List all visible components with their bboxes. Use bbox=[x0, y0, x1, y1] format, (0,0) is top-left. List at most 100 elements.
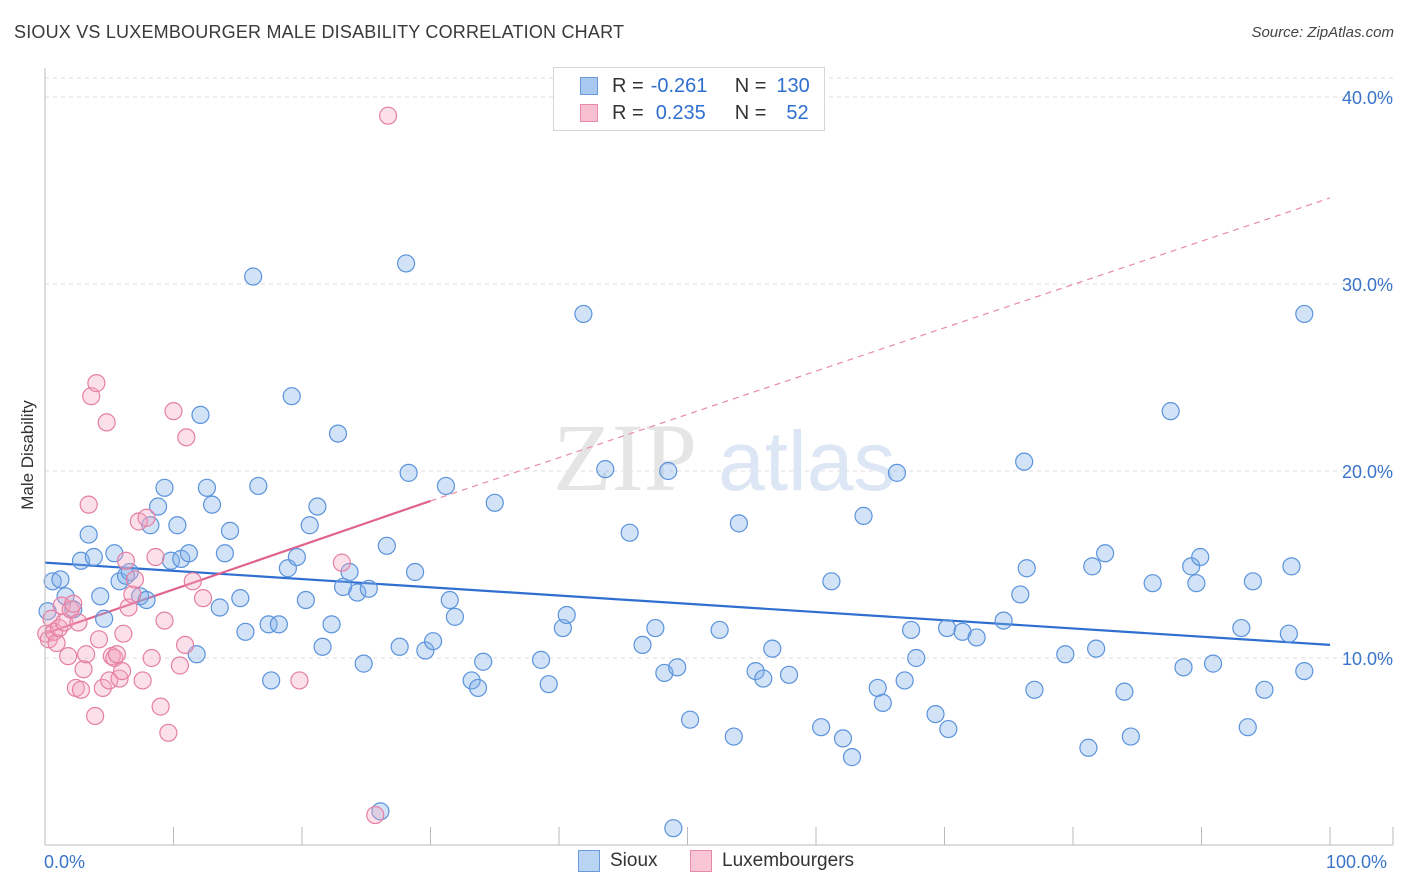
point-sioux bbox=[95, 609, 114, 628]
point-sioux bbox=[854, 506, 873, 525]
point-sioux bbox=[926, 704, 945, 724]
point-sioux bbox=[405, 562, 425, 582]
point-sioux bbox=[633, 635, 652, 655]
point-sioux bbox=[1056, 645, 1075, 664]
point-sioux bbox=[1232, 618, 1251, 638]
point-sioux bbox=[269, 615, 288, 634]
point-sioux bbox=[197, 478, 217, 497]
point-luxembourgers bbox=[50, 618, 69, 638]
point-sioux bbox=[724, 727, 743, 746]
point-luxembourgers bbox=[378, 106, 398, 125]
series-legend-luxembourgers[interactable]: Luxembourgers bbox=[690, 850, 854, 872]
chart-title: SIOUX VS LUXEMBOURGER MALE DISABILITY CO… bbox=[14, 22, 625, 42]
point-luxembourgers bbox=[125, 570, 145, 589]
point-luxembourgers bbox=[183, 572, 202, 591]
point-luxembourgers bbox=[170, 656, 190, 675]
correlation-legend: R = -0.261 N = 130 R = 0.235 N = 52 bbox=[553, 67, 825, 131]
y-tick-label: 20.0% bbox=[1342, 462, 1393, 482]
point-sioux bbox=[539, 675, 558, 694]
point-luxembourgers bbox=[69, 613, 88, 632]
point-sioux bbox=[907, 648, 926, 668]
point-luxembourgers bbox=[107, 645, 127, 664]
point-sioux bbox=[1011, 585, 1030, 604]
point-luxembourgers bbox=[79, 495, 98, 514]
point-luxembourgers bbox=[114, 624, 133, 643]
point-sioux bbox=[51, 570, 70, 589]
x-tick-label-min: 0.0% bbox=[44, 852, 86, 872]
watermark-atlas: atlas bbox=[718, 414, 895, 508]
x-tick-label-max: 100.0% bbox=[1326, 852, 1388, 872]
point-sioux bbox=[249, 476, 268, 496]
point-luxembourgers bbox=[116, 551, 136, 570]
point-luxembourgers bbox=[146, 547, 165, 567]
point-sioux bbox=[557, 605, 576, 625]
legend-row-sioux: R = -0.261 N = 130 bbox=[580, 74, 810, 98]
point-luxembourgers bbox=[87, 374, 106, 393]
point-sioux bbox=[1238, 718, 1257, 737]
point-sioux bbox=[179, 544, 199, 563]
point-luxembourgers bbox=[93, 678, 112, 698]
point-sioux bbox=[873, 693, 892, 712]
point-sioux bbox=[1083, 557, 1102, 576]
point-sioux bbox=[91, 587, 110, 606]
point-sioux bbox=[296, 590, 315, 610]
point-luxembourgers bbox=[164, 402, 183, 421]
point-luxembourgers bbox=[71, 680, 91, 699]
point-luxembourgers bbox=[151, 697, 170, 716]
point-sioux bbox=[313, 637, 332, 656]
point-sioux bbox=[574, 304, 593, 324]
y-tick-label: 30.0% bbox=[1342, 275, 1393, 295]
series-swatch-luxembourgers bbox=[690, 850, 712, 872]
legend-n-label: N = bbox=[734, 101, 767, 124]
point-sioux bbox=[1087, 639, 1106, 658]
point-sioux bbox=[901, 620, 921, 640]
point-sioux bbox=[596, 460, 615, 479]
point-sioux bbox=[474, 652, 493, 671]
point-sioux bbox=[1279, 624, 1298, 643]
point-luxembourgers bbox=[97, 413, 116, 432]
point-sioux bbox=[1161, 402, 1180, 421]
point-luxembourgers bbox=[55, 613, 74, 632]
point-sioux bbox=[262, 671, 281, 690]
legend-n-value: 130 bbox=[776, 74, 810, 97]
point-sioux bbox=[396, 254, 416, 273]
point-sioux bbox=[729, 514, 749, 533]
source-label: Source: ZipAtlas.com bbox=[1251, 24, 1394, 41]
point-sioux bbox=[939, 719, 958, 739]
legend-swatch-luxembourgers bbox=[580, 104, 598, 122]
point-sioux bbox=[191, 405, 210, 424]
point-sioux bbox=[485, 493, 504, 512]
point-sioux bbox=[348, 583, 367, 602]
legend-r-label: R = bbox=[612, 101, 644, 124]
point-sioux bbox=[416, 641, 435, 660]
point-sioux bbox=[646, 618, 665, 638]
point-sioux bbox=[1295, 661, 1314, 681]
point-sioux bbox=[1187, 574, 1206, 593]
legend-n-label: N = bbox=[734, 74, 767, 97]
point-luxembourgers bbox=[123, 585, 142, 604]
point-sioux bbox=[282, 387, 301, 406]
point-sioux bbox=[440, 590, 459, 610]
point-sioux bbox=[436, 476, 456, 496]
point-sioux bbox=[155, 478, 174, 497]
point-sioux bbox=[710, 620, 729, 640]
series-swatch-sioux bbox=[578, 850, 600, 872]
point-sioux bbox=[168, 516, 187, 535]
point-sioux bbox=[287, 547, 306, 567]
point-sioux bbox=[220, 521, 240, 540]
point-sioux bbox=[1017, 559, 1036, 578]
point-sioux bbox=[1255, 680, 1274, 699]
point-luxembourgers bbox=[290, 671, 309, 690]
series-legend-sioux[interactable]: Sioux bbox=[578, 850, 658, 872]
point-sioux bbox=[822, 572, 841, 591]
point-sioux bbox=[84, 547, 103, 567]
series-label-luxembourgers: Luxembourgers bbox=[722, 850, 855, 871]
point-sioux bbox=[1282, 557, 1301, 576]
point-sioux bbox=[746, 661, 765, 681]
point-sioux bbox=[1096, 544, 1115, 563]
point-sioux bbox=[328, 424, 348, 443]
point-sioux bbox=[445, 607, 465, 626]
point-sioux bbox=[308, 497, 327, 516]
point-sioux bbox=[354, 654, 373, 673]
